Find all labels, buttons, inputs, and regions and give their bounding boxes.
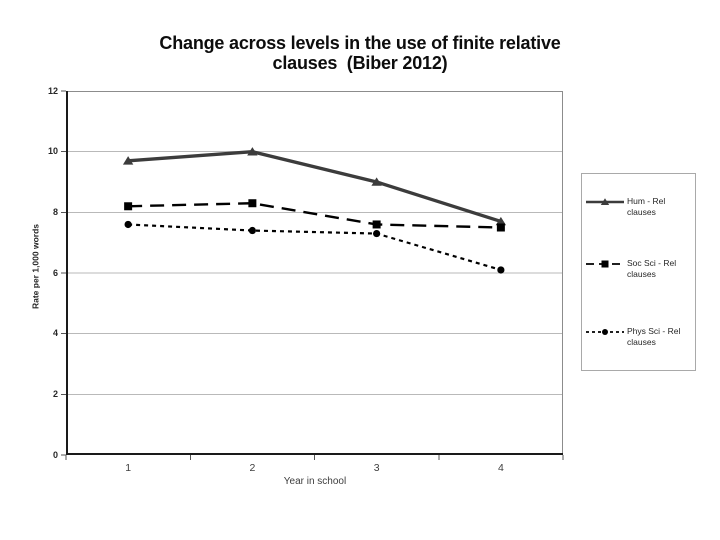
legend-label: Hum - Rel clauses xyxy=(627,196,666,217)
x-tick-label: 4 xyxy=(497,462,504,474)
legend-square-line-icon xyxy=(586,260,624,268)
chart-title-line-2: clauses (Biber 2012) xyxy=(272,53,448,73)
plot-area xyxy=(61,90,564,460)
chart-title-line-1: Change across levels in the use of finit… xyxy=(159,33,561,53)
y-tick-label: 4 xyxy=(52,328,58,339)
y-tick-label: 0 xyxy=(52,449,58,460)
x-axis-title: Year in school xyxy=(283,476,347,487)
y-tick-label: 12 xyxy=(47,85,58,96)
legend-triangle-line-icon xyxy=(586,198,624,205)
x-tick-label: 3 xyxy=(373,462,380,474)
chart-title: Change across levels in the use of finit… xyxy=(0,33,720,73)
legend-label: Phys Sci - Rel clauses xyxy=(627,326,681,347)
y-tick-label: 8 xyxy=(52,206,58,217)
legend-entry: Phys Sci - Rel clauses xyxy=(586,326,680,348)
y-tick-label: 2 xyxy=(52,388,58,399)
legend-entry: Hum - Rel clauses xyxy=(586,196,695,218)
y-tick-label: 10 xyxy=(47,146,58,157)
x-tick-label: 2 xyxy=(249,462,256,474)
legend-label: Soc Sci - Rel clauses xyxy=(627,258,677,279)
legend: Hum - Rel clauses Soc Sci - Rel clauses Phy… xyxy=(581,173,696,371)
legend-circle-line-icon xyxy=(586,329,624,335)
legend-entry: Soc Sci - Rel clauses xyxy=(586,258,676,280)
x-tick-label: 1 xyxy=(125,462,132,474)
y-tick-label: 6 xyxy=(52,267,58,278)
y-axis-title: Rate per 1,000 words xyxy=(30,223,41,310)
